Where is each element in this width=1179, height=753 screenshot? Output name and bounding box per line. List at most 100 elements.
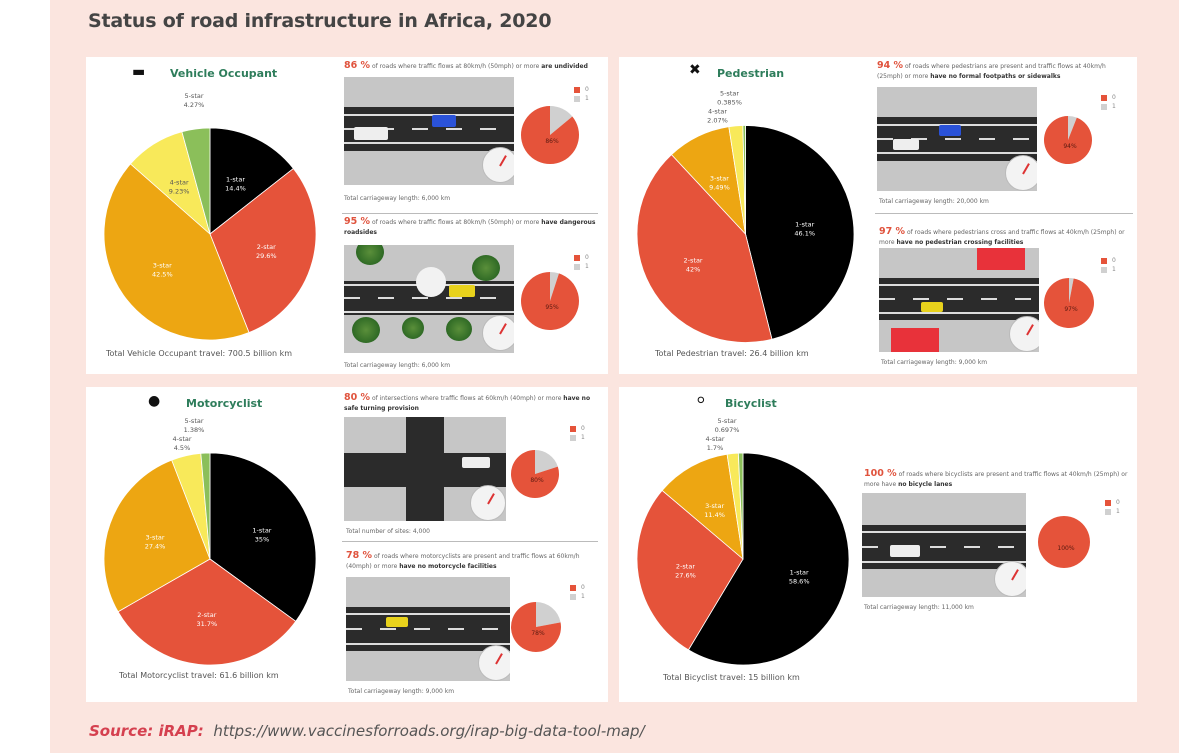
divider bbox=[342, 541, 598, 542]
stat-highlight: have no motorcycle facilities bbox=[399, 563, 497, 570]
stat-highlight: no bicycle lanes bbox=[898, 481, 953, 488]
page-title: Status of road infrastructure in Africa,… bbox=[88, 10, 552, 32]
speedometer-icon bbox=[470, 485, 506, 521]
stat-pie-slice-1 bbox=[1069, 278, 1074, 303]
pie-slice-1-star bbox=[209, 452, 317, 622]
stat-description: of roads where pedestrians are present a… bbox=[877, 63, 1106, 80]
road-illustration bbox=[344, 245, 514, 353]
stat-legend: 0 1 bbox=[1101, 93, 1116, 111]
slice-value-label: 1.7% bbox=[707, 444, 724, 452]
pie-slice-5-star bbox=[200, 452, 211, 560]
car bbox=[921, 302, 943, 312]
pedestrian-icon: ✖ bbox=[689, 62, 701, 78]
stat-percent: 80 % bbox=[344, 392, 371, 403]
pie-slice-2-star bbox=[636, 489, 744, 651]
stat-percent: 100 % bbox=[864, 468, 897, 479]
slice-category-label: 3-star bbox=[710, 174, 729, 182]
speedometer-icon bbox=[478, 645, 510, 681]
slice-category-label: 2-star bbox=[684, 257, 703, 265]
slice-category-label: 1-star bbox=[790, 569, 809, 577]
source-label: Source: iRAP: bbox=[89, 722, 204, 740]
stat-caption: Total carriageway length: 11,000 km bbox=[864, 604, 974, 611]
stat-caption: Total carriageway length: 9,000 km bbox=[881, 359, 988, 366]
car bbox=[432, 115, 456, 127]
pie-slice-3-star bbox=[103, 163, 250, 341]
pie-slice-5-star bbox=[742, 125, 746, 235]
pie-slice-2-star bbox=[636, 154, 773, 343]
stat-pie-slice-0 bbox=[1037, 516, 1090, 568]
motorcyclist-panel: ● Motorcyclist 1-star 35% 2-star 31.7% 3-sta… bbox=[86, 387, 608, 702]
slice-category-label: 5-star bbox=[720, 90, 739, 98]
stat-percent: 86 % bbox=[344, 60, 371, 71]
stat-pie-value-label: 100% bbox=[1057, 545, 1074, 552]
stat-caption: Total carriageway length: 6,000 km bbox=[344, 195, 451, 202]
stat-pie-value-label: 97% bbox=[1064, 306, 1078, 313]
tree bbox=[402, 317, 424, 339]
stat-description: of roads where traffic flows at 80km/h (… bbox=[370, 219, 542, 226]
pie-slice-1-star bbox=[745, 125, 855, 340]
slice-value-label: 46.1% bbox=[794, 230, 815, 238]
pedestrian-panel: ✖ Pedestrian 1-star 46.1% 2-star 42% 3-star 9… bbox=[619, 57, 1137, 374]
slice-category-label: 2-star bbox=[257, 243, 276, 251]
stat-pie-value-label: 95% bbox=[545, 304, 559, 311]
stat-text: 80 % of intersections where traffic flow… bbox=[344, 393, 594, 414]
motorcycle-icon: ● bbox=[148, 393, 161, 409]
slice-category-label: 4-star bbox=[172, 435, 191, 443]
truck bbox=[893, 139, 919, 150]
stat-pie-slice-1 bbox=[536, 602, 561, 627]
divider bbox=[875, 213, 1133, 214]
stat-legend: 0 1 bbox=[574, 85, 589, 103]
stat-percent: 78 % bbox=[346, 550, 373, 561]
stat-description: of roads where bicyclists are present an… bbox=[864, 471, 1128, 488]
stat-caption: Total carriageway length: 6,000 km bbox=[344, 362, 451, 369]
slice-value-label: 14.4% bbox=[225, 185, 246, 193]
slice-category-label: 4-star bbox=[708, 108, 727, 116]
road-illustration bbox=[346, 577, 510, 681]
slice-category-label: 1-star bbox=[252, 527, 271, 535]
panel-title: Bicyclist bbox=[725, 397, 777, 410]
tree bbox=[356, 245, 384, 265]
stat-description: of roads where motorcyclists are present… bbox=[346, 553, 580, 570]
stat-pie: 94% bbox=[1044, 116, 1092, 164]
stat-pie-slice-0 bbox=[1044, 116, 1092, 164]
building bbox=[977, 248, 1025, 270]
stat-percent: 94 % bbox=[877, 60, 904, 71]
slice-category-label: 5-star bbox=[184, 417, 203, 425]
slice-category-label: 5-star bbox=[184, 92, 203, 100]
speedometer-icon bbox=[482, 147, 514, 183]
pie-slice-5-star bbox=[737, 452, 744, 560]
slice-value-label: 4.27% bbox=[184, 101, 205, 109]
slice-category-label: 2-star bbox=[676, 562, 695, 570]
stat-pie: 95% bbox=[521, 272, 579, 330]
stat-pie-slice-0 bbox=[511, 450, 559, 498]
car-icon: ▬ bbox=[132, 64, 146, 80]
stat-pie: 100% bbox=[1037, 516, 1090, 568]
slice-value-label: 31.7% bbox=[197, 620, 218, 628]
slice-value-label: 1.38% bbox=[184, 426, 205, 434]
slice-value-label: 42% bbox=[686, 266, 700, 274]
slice-value-label: 29.6% bbox=[256, 252, 277, 260]
stat-pie: 86% bbox=[521, 106, 579, 164]
stat-text: 94 % of roads where pedestrians are pres… bbox=[877, 61, 1127, 82]
truck bbox=[462, 457, 490, 468]
stat-pie-slice-0 bbox=[521, 272, 579, 330]
stat-percent: 95 % bbox=[344, 216, 371, 227]
slice-value-label: 9.49% bbox=[709, 183, 730, 191]
slice-value-label: 0.385% bbox=[717, 99, 742, 107]
pie-slice-2-star bbox=[209, 167, 317, 334]
stat-text: 95 % of roads where traffic flows at 80k… bbox=[344, 217, 604, 238]
slice-category-label: 4-star bbox=[705, 435, 724, 443]
stat-pie-slice-1 bbox=[550, 272, 559, 301]
stat-legend: 0 1 bbox=[574, 253, 589, 271]
panel-title: Vehicle Occupant bbox=[170, 67, 278, 80]
building bbox=[891, 328, 939, 352]
stat-pie-slice-0 bbox=[1044, 278, 1094, 328]
stat-caption: Total carriageway length: 9,000 km bbox=[348, 688, 455, 695]
slice-category-label: 1-star bbox=[226, 176, 245, 184]
stat-pie-slice-1 bbox=[550, 106, 573, 135]
car bbox=[939, 125, 961, 136]
stat-highlight: have no formal footpaths or sidewalks bbox=[930, 73, 1061, 80]
source-link[interactable]: https://www.vaccinesforroads.org/irap-bi… bbox=[213, 722, 645, 740]
